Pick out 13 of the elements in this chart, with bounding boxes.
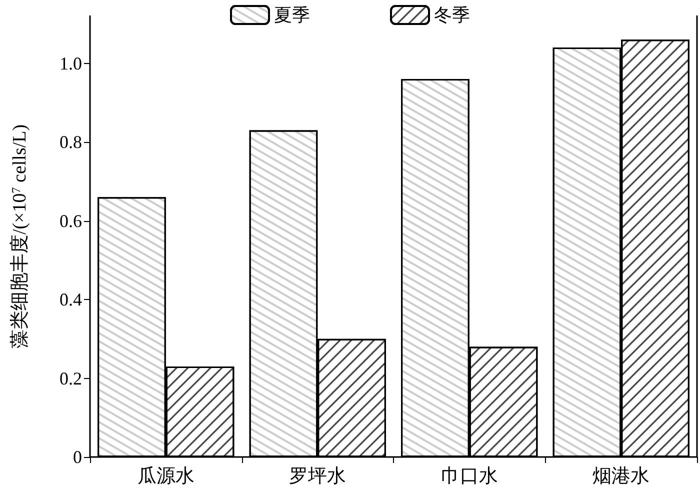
y-tick-label: 0.6 bbox=[60, 210, 82, 231]
x-tick-label: 瓜源水 bbox=[137, 466, 194, 487]
x-tick-label: 罗坪水 bbox=[289, 466, 346, 487]
x-tick-label: 烟港水 bbox=[592, 466, 650, 487]
legend-label: 冬季 bbox=[434, 5, 470, 25]
y-tick-label: 0.8 bbox=[60, 132, 82, 152]
x-tick-label: 巾口水 bbox=[440, 466, 498, 487]
y-tick-label: 1.0 bbox=[60, 53, 82, 74]
legend-label: 夏季 bbox=[274, 5, 310, 25]
y-tick-label: 0 bbox=[73, 447, 82, 467]
y-tick-label: 0.2 bbox=[60, 368, 82, 388]
y-axis-title: 藻类细胞丰度/(×107 cells/L) bbox=[8, 124, 30, 349]
y-tick-label: 0.4 bbox=[60, 290, 82, 310]
